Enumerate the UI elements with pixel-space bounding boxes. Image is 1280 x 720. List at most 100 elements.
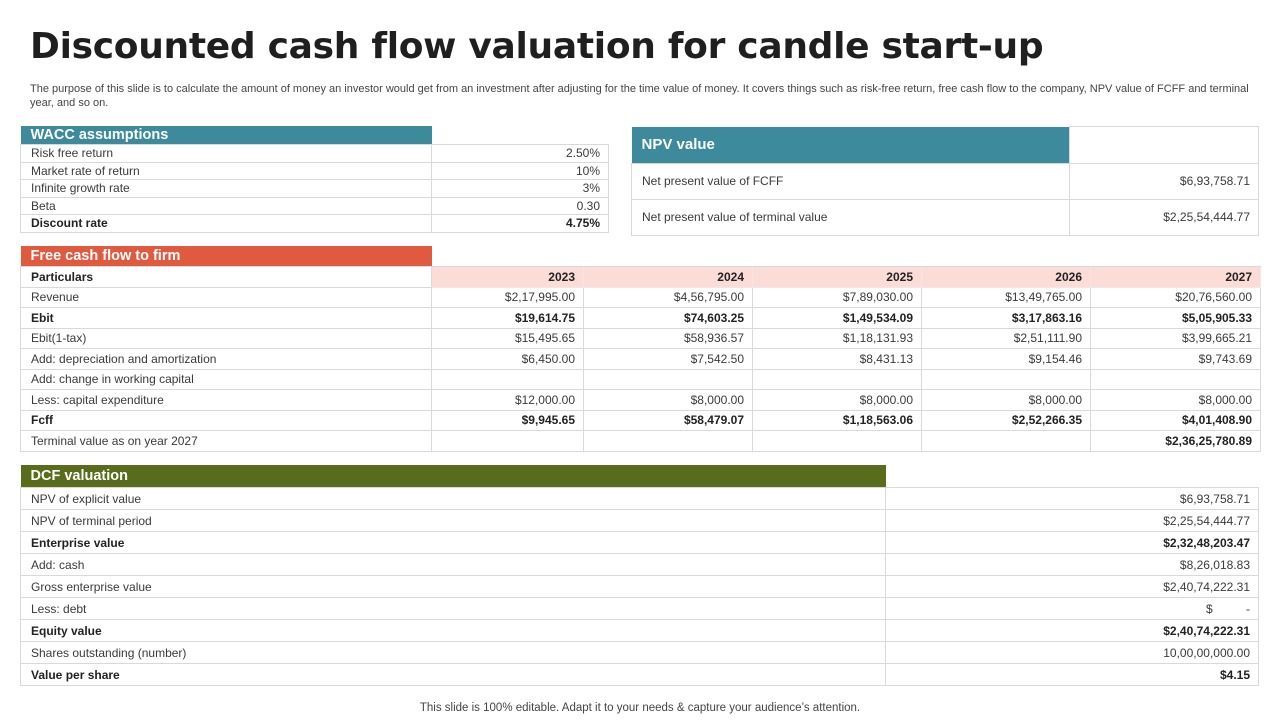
fcf-value: $9,154.46 (921, 348, 1091, 370)
fcf-value (583, 368, 753, 390)
fcf-value: $2,51,111.90 (921, 327, 1091, 349)
table-row: Terminal value as on year 2027 $2,36,25,7… (20, 430, 1262, 452)
fcf-value: $15,495.65 (431, 327, 584, 349)
page-description: The purpose of this slide is to calculat… (30, 83, 1249, 109)
year-header: 2024 (583, 266, 753, 288)
table-row: Market rate of return 10% (20, 161, 609, 180)
dcf-value: $2,40,74,222.31 (885, 619, 1259, 642)
table-row: Beta 0.30 (20, 196, 609, 215)
fcf-value: $5,05,905.33 (1089, 307, 1262, 329)
fcf-value: $9,743.69 (1089, 348, 1262, 370)
npv-value: $6,93,758.71 (1069, 162, 1259, 200)
fcf-value: $1,18,563.06 (752, 409, 922, 431)
dcf-value: 10,00,00,000.00 (885, 641, 1259, 664)
wacc-heading-blank (431, 126, 609, 145)
fcf-value: $2,17,995.00 (431, 286, 584, 308)
year-header: 2023 (431, 266, 584, 288)
dcf-value: $2,40,74,222.31 (885, 575, 1259, 598)
fcf-label: Ebit (20, 307, 432, 329)
fcf-value: $74,603.25 (583, 307, 753, 329)
table-row: Equity value $2,40,74,222.31 (20, 619, 1259, 642)
table-row: Net present value of FCFF $6,93,758.71 (631, 162, 1259, 200)
particulars-header: Particulars (20, 266, 432, 288)
table-row: Ebit(1-tax) $15,495.65 $58,936.57 $1,18,131… (20, 327, 1262, 349)
fcf-value: $3,99,665.21 (1089, 327, 1262, 349)
wacc-label: Discount rate (20, 214, 432, 233)
fcf-value: $19,614.75 (431, 307, 584, 329)
free-cash-flow-table: Free cash flow to firm Particulars 2023 … (20, 246, 1262, 452)
wacc-value: 10% (431, 161, 609, 180)
fcf-value (921, 368, 1091, 390)
fcf-value: $58,936.57 (583, 327, 753, 349)
dcf-label: NPV of terminal period (20, 509, 886, 532)
fcf-value: $2,36,25,780.89 (1089, 430, 1262, 452)
dcf-label: NPV of explicit value (20, 487, 886, 510)
footer-note: This slide is 100% editable. Adapt it to… (419, 702, 861, 714)
wacc-label: Beta (20, 196, 432, 215)
wacc-value: 2.50% (431, 144, 609, 163)
fcf-label: Add: change in working capital (20, 368, 432, 390)
dcf-label: Enterprise value (20, 531, 886, 554)
dcf-label: Shares outstanding (number) (20, 641, 886, 664)
dcf-label: Gross enterprise value (20, 575, 886, 598)
fcf-value: $4,56,795.00 (583, 286, 753, 308)
wacc-value: 3% (431, 179, 609, 198)
dcf-label: Less: debt (20, 597, 886, 620)
wacc-heading: WACC assumptions (20, 126, 432, 145)
page-title: Discounted cash flow valuation for candl… (30, 26, 1044, 67)
fcf-value: $8,000.00 (752, 389, 922, 411)
fcf-value: $12,000.00 (431, 389, 584, 411)
table-row: Net present value of terminal value $2,25… (631, 198, 1259, 236)
fcf-value (583, 430, 753, 452)
fcf-label: Fcff (20, 409, 432, 431)
table-row: Add: change in working capital (20, 368, 1262, 390)
year-header: 2027 (1089, 266, 1262, 288)
npv-value-table: NPV value Net present value of FCFF $6,93… (631, 126, 1259, 236)
fcf-value: $1,49,534.09 (752, 307, 922, 329)
dcf-label: Value per share (20, 663, 886, 686)
fcf-value (752, 368, 922, 390)
dcf-value: $2,32,48,203.47 (885, 531, 1259, 554)
wacc-label: Infinite growth rate (20, 179, 432, 198)
table-row: Ebit $19,614.75 $74,603.25 $1,49,534.09 $3,1… (20, 307, 1262, 329)
npv-heading-blank (1069, 126, 1259, 164)
fcf-value: $8,000.00 (583, 389, 753, 411)
fcf-value: $7,542.50 (583, 348, 753, 370)
table-row: Risk free return 2.50% (20, 144, 609, 163)
table-row: Add: depreciation and amortization $6,450… (20, 348, 1262, 370)
fcf-heading: Free cash flow to firm (20, 246, 432, 267)
year-header: 2026 (921, 266, 1091, 288)
table-row: NPV of explicit value $6,93,758.71 (20, 487, 1259, 510)
dcf-value: $6,93,758.71 (885, 487, 1259, 510)
table-row: Less: debt $ - (20, 597, 1259, 620)
table-row: Value per share $4.15 (20, 663, 1259, 686)
year-header: 2025 (752, 266, 922, 288)
fcf-label: Add: depreciation and amortization (20, 348, 432, 370)
dcf-label: Equity value (20, 619, 886, 642)
fcf-value: $8,000.00 (921, 389, 1091, 411)
wacc-label: Market rate of return (20, 161, 432, 180)
fcf-label: Less: capital expenditure (20, 389, 432, 411)
table-row: Fcff $9,945.65 $58,479.07 $1,18,563.06 $2,52… (20, 409, 1262, 431)
fcf-value (431, 368, 584, 390)
fcf-value: $3,17,863.16 (921, 307, 1091, 329)
dcf-value: $8,26,018.83 (885, 553, 1259, 576)
fcf-value: $8,000.00 (1089, 389, 1262, 411)
fcf-value: $58,479.07 (583, 409, 753, 431)
fcf-value (431, 430, 584, 452)
fcf-heading-blank (431, 246, 1261, 267)
npv-label: Net present value of terminal value (631, 198, 1070, 236)
table-row: Shares outstanding (number) 10,00,00,000.… (20, 641, 1259, 664)
table-row: NPV of terminal period $2,25,54,444.77 (20, 509, 1259, 532)
dcf-heading-blank (885, 465, 1259, 488)
table-row: Gross enterprise value $2,40,74,222.31 (20, 575, 1259, 598)
dcf-value: $ - (885, 597, 1259, 620)
wacc-assumptions-table: WACC assumptions Risk free return 2.50% Ma… (20, 126, 609, 233)
fcf-value: $4,01,408.90 (1089, 409, 1262, 431)
dcf-heading: DCF valuation (20, 465, 886, 488)
fcf-label: Terminal value as on year 2027 (20, 430, 432, 452)
wacc-label: Risk free return (20, 144, 432, 163)
dcf-valuation-table: DCF valuation NPV of explicit value $6,93… (20, 465, 1259, 686)
fcf-label: Revenue (20, 286, 432, 308)
fcf-value: $13,49,765.00 (921, 286, 1091, 308)
